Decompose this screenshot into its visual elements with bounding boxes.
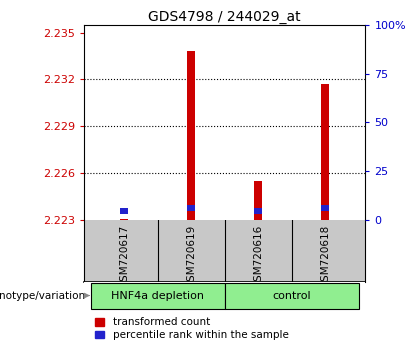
Bar — [187, 205, 195, 211]
Text: GSM720618: GSM720618 — [320, 224, 330, 288]
Text: HNF4a depletion: HNF4a depletion — [111, 291, 204, 301]
Title: GDS4798 / 244029_at: GDS4798 / 244029_at — [148, 10, 301, 24]
Text: GSM720619: GSM720619 — [186, 224, 196, 288]
Bar — [120, 219, 128, 220]
Bar — [225, 283, 359, 309]
Bar — [187, 51, 195, 220]
Text: GSM720617: GSM720617 — [119, 224, 129, 288]
Legend: transformed count, percentile rank within the sample: transformed count, percentile rank withi… — [95, 318, 289, 340]
Text: genotype/variation: genotype/variation — [0, 291, 85, 301]
Bar — [254, 209, 262, 214]
Bar — [321, 205, 329, 211]
Bar — [120, 209, 128, 214]
Bar — [321, 84, 329, 220]
Text: control: control — [273, 291, 311, 301]
Bar — [254, 181, 262, 220]
Text: GSM720616: GSM720616 — [253, 224, 263, 288]
Bar — [91, 283, 225, 309]
